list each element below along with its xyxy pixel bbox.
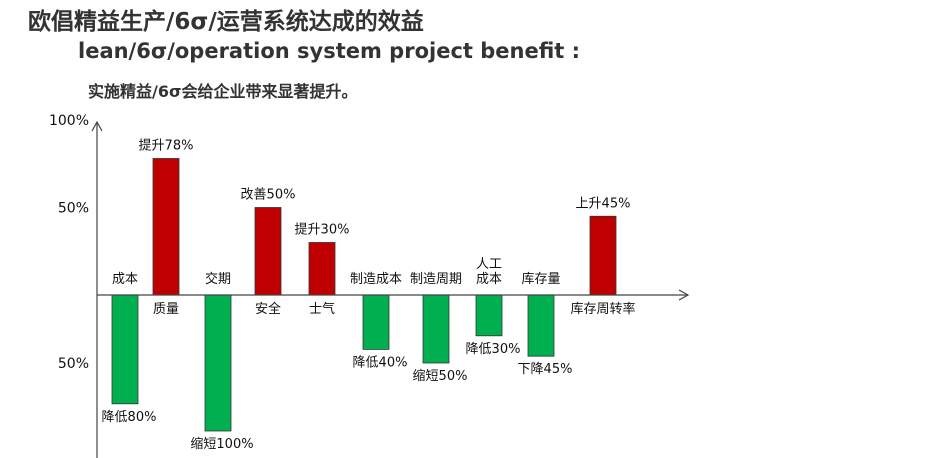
bar-value-label: 降低80% <box>102 410 157 425</box>
bar <box>475 294 503 337</box>
category-label: 交期 <box>205 271 231 287</box>
bar-value-label: 缩短50% <box>413 368 468 384</box>
y-tick-label: 50% <box>58 201 89 217</box>
bar <box>362 294 390 350</box>
category-label: 库存周转率 <box>570 301 635 317</box>
category-label: 成本 <box>112 272 138 287</box>
bar <box>254 207 282 296</box>
bar-value-label: 提升30% <box>295 222 350 238</box>
page-title: 欧倡精益生产/6σ/运营系统达成的效益 <box>28 9 424 35</box>
bar-value-label: 缩短100% <box>190 436 253 452</box>
category-label: 库存量 <box>521 271 560 287</box>
page-tagline: 实施精益/6σ会给企业带来显著提升。 <box>88 82 358 101</box>
bar-value-label: 降低40% <box>353 355 408 370</box>
category-label: 制造成本 <box>350 272 402 287</box>
category-label: 成本 <box>476 272 502 287</box>
y-tick-label: 50% <box>58 356 89 372</box>
category-label: 士气 <box>309 301 335 317</box>
bar-value-label: 上升45% <box>576 196 631 211</box>
category-label: 质量 <box>153 302 179 317</box>
bar-value-label: 下降45% <box>518 362 573 377</box>
bar <box>308 242 336 296</box>
y-tick-label: 100% <box>49 113 89 129</box>
bar <box>152 158 180 296</box>
bar-value-label: 改善50% <box>241 187 296 203</box>
bar <box>527 294 555 357</box>
bar <box>111 294 139 405</box>
bar <box>422 294 450 364</box>
bar <box>204 294 232 432</box>
page-subtitle: lean/6σ/operation system project benefit… <box>78 39 581 63</box>
bar-value-label: 降低30% <box>466 342 521 357</box>
bar <box>589 215 617 296</box>
bar-value-label: 提升78% <box>139 138 194 154</box>
category-label: 人工 <box>476 257 502 272</box>
category-label: 制造周期 <box>410 272 462 287</box>
category-label: 安全 <box>255 301 281 317</box>
